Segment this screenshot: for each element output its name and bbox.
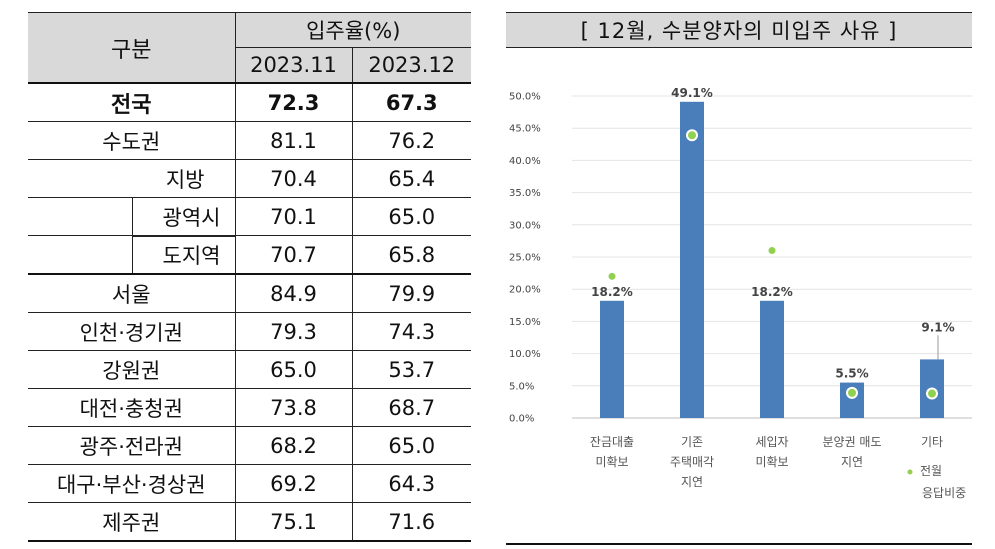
prev-month-dot (686, 129, 698, 142)
y-tick-label: 5.0% (509, 381, 534, 392)
table-row: 대전·충청권 73.8 68.7 (28, 388, 471, 427)
y-tick-label: 45.0% (509, 124, 541, 135)
table-row: 지방 70.4 65.4 (28, 159, 471, 198)
chart-bottom-rule (506, 543, 972, 545)
chart-panel: [ 12월, 수분양자의 미입주 사유 ] 0.0% 5.0% 10.0% 15.0%… (506, 12, 972, 545)
legend-label: 전월 (920, 464, 942, 478)
y-tick-label: 15.0% (509, 317, 541, 328)
row-value-dec: 71.6 (351, 502, 471, 542)
occupancy-rate-table: 구분 입주율(%) 2023.11 2023.12 전국 72.3 67.3 수… (28, 12, 471, 542)
table-row: 강원권 65.0 53.7 (28, 350, 471, 389)
prev-month-dot (926, 387, 938, 400)
row-value-dec: 74.3 (351, 312, 471, 351)
table-row: 도지역 70.7 65.8 (28, 235, 471, 275)
y-tick-label: 10.0% (509, 349, 541, 360)
y-tick-label: 35.0% (509, 188, 541, 199)
table-row: 전국 72.3 67.3 (28, 82, 471, 122)
row-label: 대전·충청권 (28, 388, 235, 427)
row-label: 서울 (28, 273, 235, 313)
prev-month-dot (768, 247, 776, 255)
category-label: 미확보 (755, 455, 788, 469)
category-label: 지연 (841, 455, 863, 469)
legend-label: 응답비중 (922, 486, 966, 500)
row-value-nov: 70.4 (234, 159, 352, 198)
row-value-dec: 64.3 (351, 464, 471, 503)
row-value-nov: 75.1 (234, 502, 352, 542)
legend-marker (907, 469, 913, 475)
bar (600, 300, 624, 418)
prev-month-dot (846, 386, 858, 399)
row-value-dec: 65.0 (351, 426, 471, 465)
bar (680, 101, 704, 418)
data-label: 9.1% (921, 320, 954, 334)
row-value-nov: 65.0 (234, 350, 352, 389)
data-label: 18.2% (591, 285, 633, 299)
prev-month-dot (608, 272, 616, 280)
table-row: 광역시 70.1 65.0 (28, 197, 471, 236)
row-label: 강원권 (28, 350, 235, 389)
row-label-cell: 도지역 (28, 235, 235, 275)
category-label: 분양권 매도 (822, 435, 881, 449)
row-label: 제주권 (28, 502, 235, 542)
row-value-nov: 72.3 (234, 82, 352, 122)
row-value-nov: 69.2 (234, 464, 352, 503)
row-value-nov: 79.3 (234, 312, 352, 351)
table-row: 인천·경기권 79.3 74.3 (28, 312, 471, 351)
category-label: 주택매각 (670, 455, 714, 469)
bar (760, 300, 784, 418)
header-period-2: 2023.12 (351, 47, 471, 84)
y-tick-label: 20.0% (509, 285, 541, 296)
row-value-dec: 68.7 (351, 388, 471, 427)
row-value-dec: 65.0 (351, 197, 471, 236)
row-value-dec: 67.3 (351, 82, 471, 122)
row-value-dec: 53.7 (351, 350, 471, 389)
table-row: 수도권 81.1 76.2 (28, 121, 471, 160)
row-label: 광역시 (162, 205, 221, 230)
category-label: 지연 (681, 475, 703, 489)
y-tick-label: 50.0% (509, 92, 541, 103)
row-label: 대구·부산·경상권 (28, 464, 235, 503)
row-label: 전국 (28, 82, 235, 122)
category-label: 기존 (681, 435, 703, 449)
row-value-nov: 81.1 (234, 121, 352, 160)
row-label: 도지역 (133, 236, 235, 273)
table-row: 광주·전라권 68.2 65.0 (28, 426, 471, 465)
row-value-nov: 84.9 (234, 273, 352, 313)
category-label: 기타 (921, 435, 943, 449)
table-row: 대구·부산·경상권 69.2 64.3 (28, 464, 471, 503)
table-row: 서울 84.9 79.9 (28, 273, 471, 313)
non-occupancy-reason-chart: 0.0% 5.0% 10.0% 15.0% 20.0% 25.0% 30.0% 35.0% 40… (509, 86, 972, 500)
table-row: 제주권 75.1 71.6 (28, 502, 471, 542)
header-region: 구분 (28, 12, 235, 84)
row-label-cell: 광역시 (28, 197, 235, 236)
row-value-dec: 79.9 (351, 273, 471, 313)
row-label: 인천·경기권 (28, 312, 235, 351)
category-label: 잔금대출 (590, 435, 634, 449)
row-value-dec: 65.8 (351, 235, 471, 275)
y-tick-label: 30.0% (509, 220, 541, 231)
row-value-nov: 70.7 (234, 235, 352, 275)
data-label: 5.5% (835, 367, 868, 381)
row-value-nov: 70.1 (234, 197, 352, 236)
y-tick-label: 0.0% (509, 414, 534, 425)
row-label: 수도권 (28, 121, 235, 160)
row-value-nov: 73.8 (234, 388, 352, 427)
y-tick-label: 40.0% (509, 156, 541, 167)
header-rate: 입주율(%) (234, 12, 471, 48)
row-label: 지방 (28, 159, 235, 198)
row-value-dec: 76.2 (351, 121, 471, 160)
row-value-dec: 65.4 (351, 159, 471, 198)
category-label: 세입자 (755, 435, 788, 449)
data-label: 49.1% (671, 86, 713, 100)
data-label: 18.2% (751, 285, 793, 299)
header-period-1: 2023.11 (234, 47, 352, 84)
row-value-nov: 68.2 (234, 426, 352, 465)
row-label: 광주·전라권 (28, 426, 235, 465)
y-tick-label: 25.0% (509, 253, 541, 264)
chart-title: [ 12월, 수분양자의 미입주 사유 ] (506, 12, 972, 48)
category-label: 미확보 (595, 455, 628, 469)
